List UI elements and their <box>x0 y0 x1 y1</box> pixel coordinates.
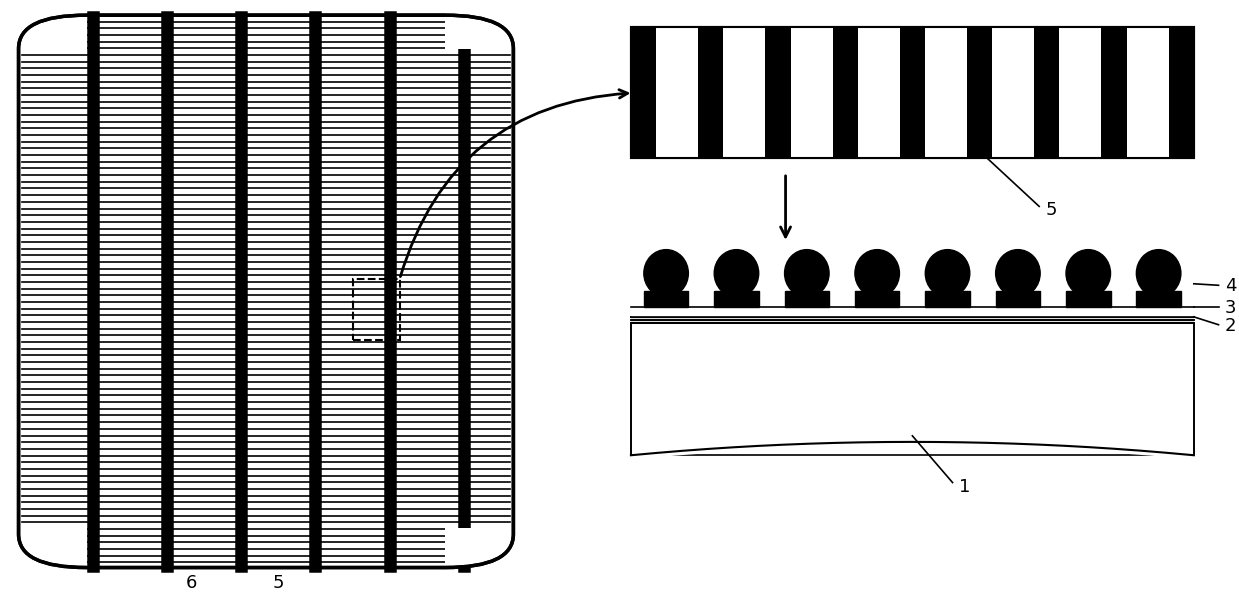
Ellipse shape <box>1136 249 1181 297</box>
Ellipse shape <box>996 249 1041 297</box>
Bar <box>353 279 400 340</box>
Bar <box>1035 27 1059 158</box>
Ellipse shape <box>714 249 758 297</box>
Bar <box>631 323 1194 455</box>
Ellipse shape <box>1066 249 1110 297</box>
Bar <box>1168 27 1194 158</box>
Ellipse shape <box>644 249 689 297</box>
Text: 1: 1 <box>959 478 970 496</box>
Text: 2: 2 <box>1224 317 1237 335</box>
Bar <box>714 291 758 307</box>
Text: 5: 5 <box>1046 202 1057 220</box>
Bar <box>784 291 829 307</box>
Bar <box>724 27 766 158</box>
FancyBboxPatch shape <box>19 15 513 568</box>
Bar <box>1066 291 1110 307</box>
Text: 4: 4 <box>1224 277 1237 296</box>
Bar <box>996 291 1041 307</box>
Text: 6: 6 <box>186 574 197 592</box>
Bar <box>6 9 87 49</box>
Bar <box>631 307 1194 317</box>
Ellipse shape <box>784 249 829 297</box>
Bar <box>631 317 1194 323</box>
Bar <box>1059 27 1101 158</box>
Ellipse shape <box>855 249 900 297</box>
Bar <box>966 27 992 158</box>
Text: 5: 5 <box>273 574 284 592</box>
Bar <box>855 291 900 307</box>
Bar <box>631 27 1194 158</box>
Ellipse shape <box>926 249 970 297</box>
Bar <box>445 528 525 568</box>
Bar <box>833 27 857 158</box>
Bar <box>857 27 900 158</box>
Bar <box>1126 27 1168 158</box>
Bar <box>698 27 724 158</box>
Bar <box>992 27 1035 158</box>
Bar <box>926 291 970 307</box>
Text: 3: 3 <box>1224 299 1237 317</box>
FancyArrowPatch shape <box>400 90 627 277</box>
Bar <box>1136 291 1181 307</box>
Bar <box>644 291 689 307</box>
Bar <box>6 528 87 568</box>
Bar <box>926 27 966 158</box>
Bar <box>900 27 926 158</box>
Bar <box>1101 27 1126 158</box>
Bar <box>766 27 790 158</box>
Bar <box>790 27 833 158</box>
Bar <box>631 27 1194 158</box>
Bar <box>445 9 525 49</box>
Bar <box>657 27 698 158</box>
Bar <box>631 27 657 158</box>
